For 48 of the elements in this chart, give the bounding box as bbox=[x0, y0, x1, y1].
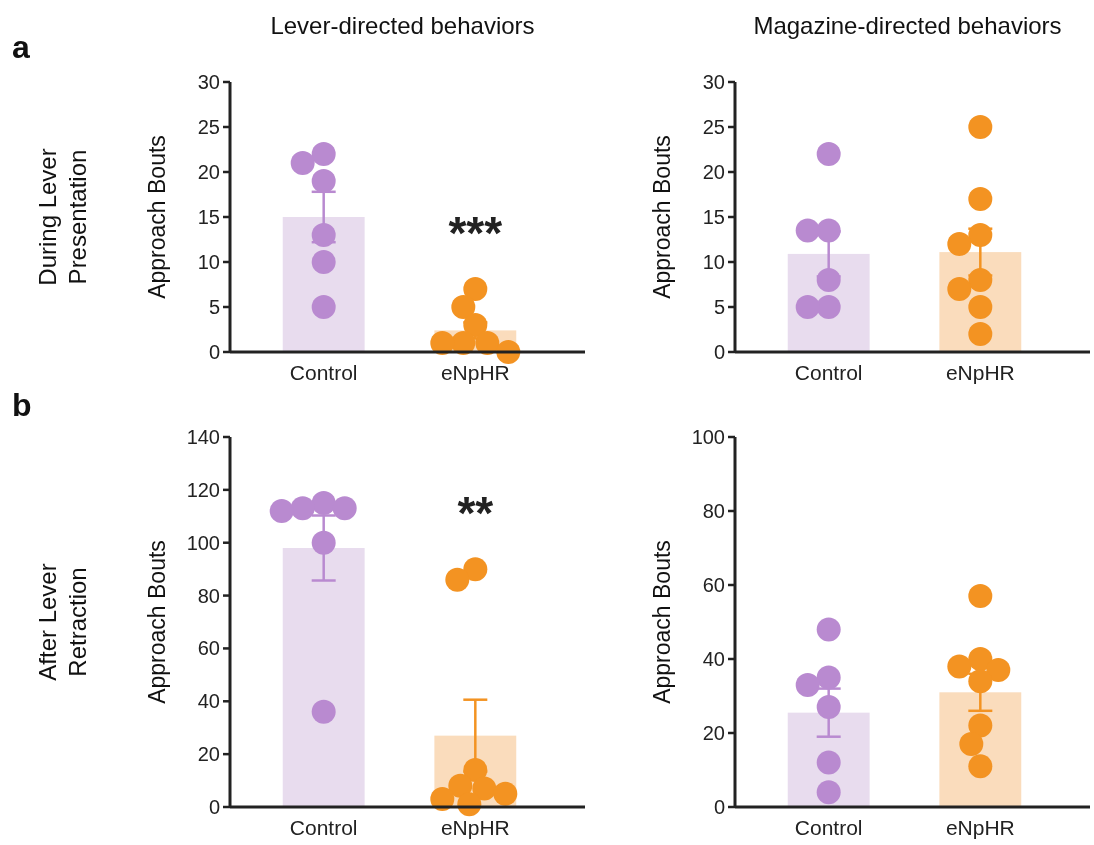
x-tick-label: Control bbox=[794, 361, 863, 384]
y-tick-label: 0 bbox=[713, 341, 725, 363]
text: After Lever Retraction bbox=[34, 563, 91, 681]
y-tick-label: 20 bbox=[197, 743, 220, 766]
y-tick-label: 20 bbox=[702, 722, 725, 744]
text: a bbox=[12, 29, 30, 65]
y-tick-label: 15 bbox=[197, 206, 220, 228]
y-tick-label: 60 bbox=[197, 637, 220, 660]
chart-title: Lever-directed behaviors bbox=[270, 12, 535, 39]
y-tick-label: 140 bbox=[186, 426, 220, 448]
y-tick-label: 80 bbox=[197, 584, 220, 607]
y-tick-label: 25 bbox=[197, 116, 220, 138]
y-tick-label: 25 bbox=[702, 116, 725, 138]
y-tick-label: 120 bbox=[186, 478, 220, 501]
text: b bbox=[12, 387, 32, 423]
y-tick-label: 60 bbox=[702, 574, 725, 596]
y-tick-label: 5 bbox=[208, 296, 220, 318]
y-tick-label: 100 bbox=[186, 531, 220, 554]
y-tick-label: 10 bbox=[197, 251, 220, 273]
x-tick-label: Control bbox=[289, 361, 358, 384]
y-tick-label: 20 bbox=[197, 161, 220, 183]
chart-title: Magazine-directed behaviors bbox=[753, 12, 1062, 39]
x-tick-label: eNpHR bbox=[945, 816, 1015, 839]
x-tick-label: Control bbox=[289, 816, 358, 839]
text: During Lever Presentation bbox=[34, 148, 91, 286]
y-tick-label: 0 bbox=[208, 796, 220, 818]
y-tick-label: 5 bbox=[713, 296, 725, 318]
y-tick-label: 30 bbox=[197, 71, 220, 93]
annotation: ** bbox=[457, 487, 494, 540]
y-axis-title: Approach Bouts bbox=[144, 135, 170, 299]
y-tick-label: 10 bbox=[702, 251, 725, 273]
y-tick-label: 0 bbox=[208, 341, 220, 363]
y-axis-title: Approach Bouts bbox=[649, 540, 675, 704]
y-tick-label: 100 bbox=[691, 426, 725, 448]
y-tick-label: 40 bbox=[197, 690, 220, 713]
x-tick-label: eNpHR bbox=[440, 361, 510, 384]
y-tick-label: 20 bbox=[702, 161, 725, 183]
y-tick-label: 15 bbox=[702, 206, 725, 228]
y-tick-label: 40 bbox=[702, 648, 725, 670]
annotation: *** bbox=[448, 207, 503, 259]
x-tick-label: eNpHR bbox=[440, 816, 510, 839]
y-axis-title: Approach Bouts bbox=[144, 540, 170, 704]
y-axis-title: Approach Bouts bbox=[649, 135, 675, 299]
x-tick-label: Control bbox=[794, 816, 863, 839]
y-tick-label: 30 bbox=[702, 71, 725, 93]
y-tick-label: 80 bbox=[702, 500, 725, 522]
y-tick-label: 0 bbox=[713, 796, 725, 818]
x-tick-label: eNpHR bbox=[945, 361, 1015, 384]
